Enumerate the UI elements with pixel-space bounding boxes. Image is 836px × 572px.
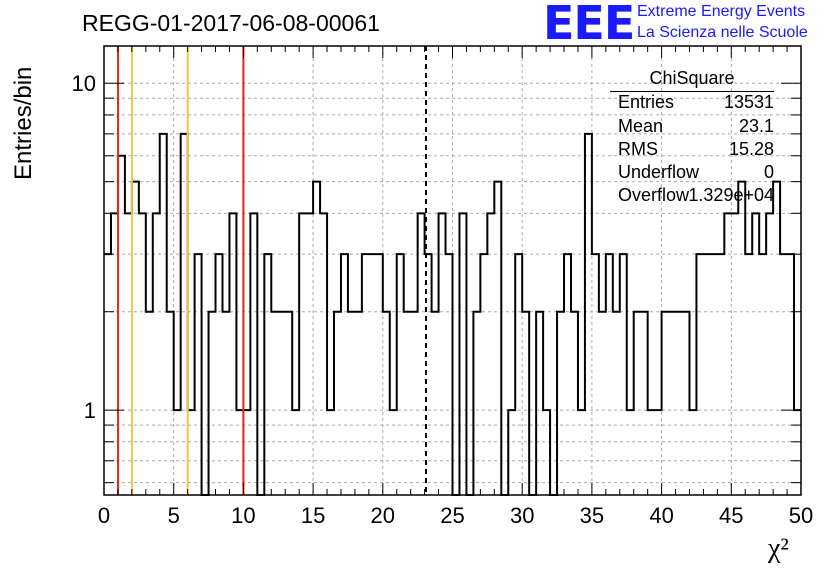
stats-row-rms: RMS 15.28 [618, 139, 774, 161]
stats-value: 13531 [723, 92, 774, 112]
y-tick-label: 1 [84, 398, 96, 423]
stats-row-entries: Entries 13531 [618, 92, 774, 114]
logo-line-1: Extreme Energy Events [637, 3, 806, 20]
stats-key: Overflow [618, 185, 690, 205]
x-tick-label: 15 [301, 503, 325, 528]
stats-key: Underflow [618, 162, 700, 182]
stats-box: ChiSquare Entries 13531 Mean 23.1 RMS 15… [610, 68, 774, 210]
x-tick-label: 40 [649, 503, 673, 528]
x-tick-label: 50 [789, 503, 813, 528]
stats-divider [610, 91, 774, 92]
y-axis-label: Entries/bin [10, 66, 37, 180]
eee-logo: EEE [543, 0, 635, 50]
x-tick-label: 45 [719, 503, 743, 528]
stats-key: Mean [618, 116, 664, 136]
x-tick-label: 35 [580, 503, 604, 528]
x-tick-label: 30 [510, 503, 534, 528]
chart-title: REGG-01-2017-06-08-00061 [82, 10, 380, 36]
x-tick-label: 0 [98, 503, 110, 528]
stats-key: RMS [618, 139, 658, 159]
x-tick-label: 5 [168, 503, 180, 528]
x-tick-label: 10 [231, 503, 255, 528]
stats-value: 23.1 [738, 116, 774, 136]
logo-line-2: La Scienza nelle Scuole [637, 24, 808, 41]
histogram-series [104, 132, 801, 496]
x-tick-label: 20 [371, 503, 395, 528]
stats-value: 1.329e+04 [688, 185, 774, 205]
stats-value: 0 [763, 162, 774, 182]
stats-title: ChiSquare [649, 68, 735, 88]
x-axis-label: χ² [768, 533, 789, 564]
x-tick-label: 25 [440, 503, 464, 528]
stats-row-overflow: Overflow 1.329e+04 [618, 185, 774, 207]
stats-row-mean: Mean 23.1 [618, 116, 774, 138]
stats-value: 15.28 [728, 139, 774, 159]
stats-row-underflow: Underflow 0 [618, 162, 774, 184]
stats-key: Entries [618, 92, 675, 112]
y-tick-label: 10 [72, 71, 96, 96]
